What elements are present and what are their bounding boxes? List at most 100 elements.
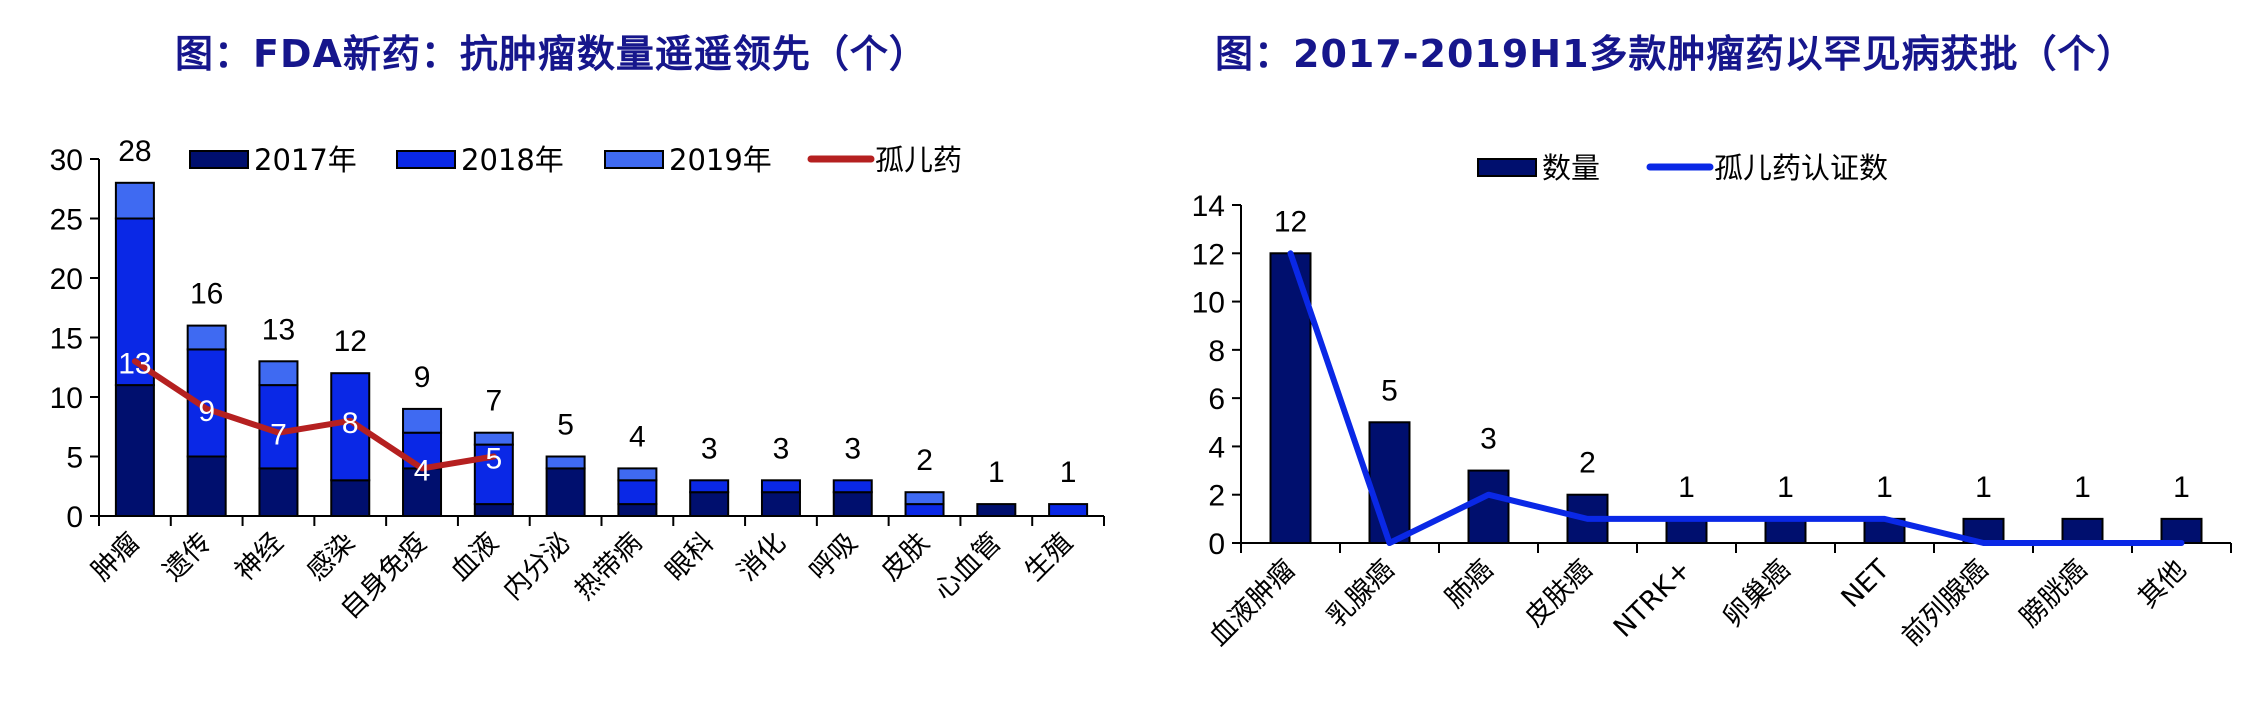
bar-value-label: 12 (334, 325, 367, 358)
bar-segment (689, 491, 730, 518)
y-tick-label: 10 (1192, 287, 1225, 320)
bar-segment (1764, 517, 1807, 544)
bar-group (1368, 421, 1411, 544)
x-category-label: 其他 (2132, 554, 2192, 614)
bar-segment (545, 467, 586, 517)
bar-segment (617, 479, 658, 506)
bar-value-label: 12 (1274, 205, 1307, 238)
chart-title: 图：2017-2019H1多款肿瘤药以罕见病获批（个） (1215, 32, 2136, 76)
bar-segment (832, 491, 873, 518)
y-tick-label: 8 (1208, 335, 1225, 368)
legend-label: 孤儿药认证数 (1714, 151, 1888, 185)
legend-label: 2017年 (254, 143, 357, 177)
bar-value-label: 16 (190, 278, 223, 311)
bar-value-label: 28 (118, 135, 151, 168)
legend: 2017年 2018年 2019年 孤儿药 (189, 143, 962, 177)
bar-group (976, 503, 1017, 518)
legend-swatch (604, 150, 664, 169)
x-category-label: NTRK+ (1608, 554, 1698, 644)
bar-segment (473, 503, 514, 518)
x-category-label: 前列腺癌 (1896, 554, 1994, 652)
bar-group (1764, 517, 1807, 544)
x-category-label: NET (1836, 554, 1896, 614)
bar-segment (258, 467, 299, 517)
bar-segment (330, 479, 371, 517)
y-tick-label: 6 (1208, 383, 1225, 416)
bar-segment (1048, 503, 1089, 518)
x-category-label: 卵巢癌 (1717, 554, 1796, 633)
x-category-label: 眼科 (660, 527, 720, 587)
x-category-label: 血液 (445, 527, 505, 587)
y-tick-label: 0 (1208, 528, 1225, 561)
y-tick-label: 2 (1208, 480, 1225, 513)
bar-segment (186, 324, 227, 351)
x-category-label: 膀胱癌 (2014, 554, 2093, 633)
x-category-label: 热带病 (569, 527, 648, 606)
line-value-label: 13 (118, 347, 151, 380)
bar-line-chart: 0 2 4 6 8 10 12 14 12 血液肿瘤 5 乳腺癌 3 肺癌 2 皮肤癌 1 NTRK+ 1 卵巢癌 1 N… (1192, 151, 2232, 652)
bar-value-label: 1 (1975, 471, 1992, 504)
bar-group (760, 479, 801, 518)
bar-segment (2061, 517, 2104, 544)
line-series (131, 358, 497, 472)
bar-value-label: 3 (844, 432, 861, 465)
bar-segment (1368, 421, 1411, 544)
bar-group (114, 181, 155, 517)
line-value-label: 4 (414, 454, 431, 487)
x-category-label: 乳腺癌 (1321, 554, 1400, 633)
bar-segment (760, 491, 801, 518)
bar-group (545, 455, 586, 517)
legend-label: 2019年 (669, 143, 772, 177)
bar-value-label: 1 (1678, 471, 1695, 504)
bar-value-label: 2 (916, 444, 933, 477)
bar-segment (904, 503, 945, 518)
bar-value-label: 2 (1579, 447, 1596, 480)
chart-title: 图：FDA新药：抗肿瘤数量遥遥领先（个） (175, 32, 928, 76)
bar-segment (402, 467, 443, 517)
bar-value-label: 1 (1876, 471, 1893, 504)
legend-label: 数量 (1542, 151, 1600, 185)
bar-segment (114, 217, 155, 387)
x-category-label: 皮肤 (875, 527, 935, 587)
bar-value-label: 1 (1777, 471, 1794, 504)
bar-value-label: 3 (773, 432, 790, 465)
bar-group (2061, 517, 2104, 544)
bar-value-label: 1 (2173, 471, 2190, 504)
legend-label: 孤儿药 (875, 143, 962, 177)
x-category-label: 皮肤癌 (1519, 554, 1598, 633)
bar-value-label: 1 (988, 456, 1005, 489)
x-category-label: 神经 (229, 527, 289, 587)
y-tick-label: 4 (1208, 431, 1225, 464)
x-category-label: 消化 (732, 527, 792, 587)
bar-segment (617, 467, 658, 482)
bar-segment (186, 455, 227, 517)
bar-segment (2160, 517, 2203, 544)
line-value-label: 7 (270, 419, 287, 452)
x-category-label: 感染 (301, 527, 361, 587)
line-value-label: 5 (485, 443, 502, 476)
bar-segment (1665, 517, 1708, 544)
x-category-label: 肿瘤 (86, 527, 146, 587)
x-category-label: 生殖 (1019, 527, 1079, 587)
x-category-label: 心血管 (928, 527, 1007, 606)
bar-segment (689, 479, 730, 494)
bar-segment (473, 431, 514, 446)
y-tick-label: 20 (50, 263, 83, 296)
bar-segment (114, 181, 155, 220)
bar-group (473, 431, 514, 518)
line-value-label: 9 (198, 395, 215, 428)
bar-segment (976, 503, 1017, 518)
bar-segment (473, 443, 514, 506)
bar-segment (258, 360, 299, 387)
bar-value-label: 5 (557, 409, 574, 442)
bar-group (1665, 517, 1708, 544)
legend: 数量 孤儿药认证数 (1477, 151, 1888, 185)
bar-value-label: 1 (2074, 471, 2091, 504)
bar-group (2160, 517, 2203, 544)
bar-group (1048, 503, 1089, 518)
bar-value-label: 4 (629, 420, 646, 453)
bar-value-label: 13 (262, 313, 295, 346)
bar-group (617, 467, 658, 518)
y-tick-label: 30 (50, 144, 83, 177)
